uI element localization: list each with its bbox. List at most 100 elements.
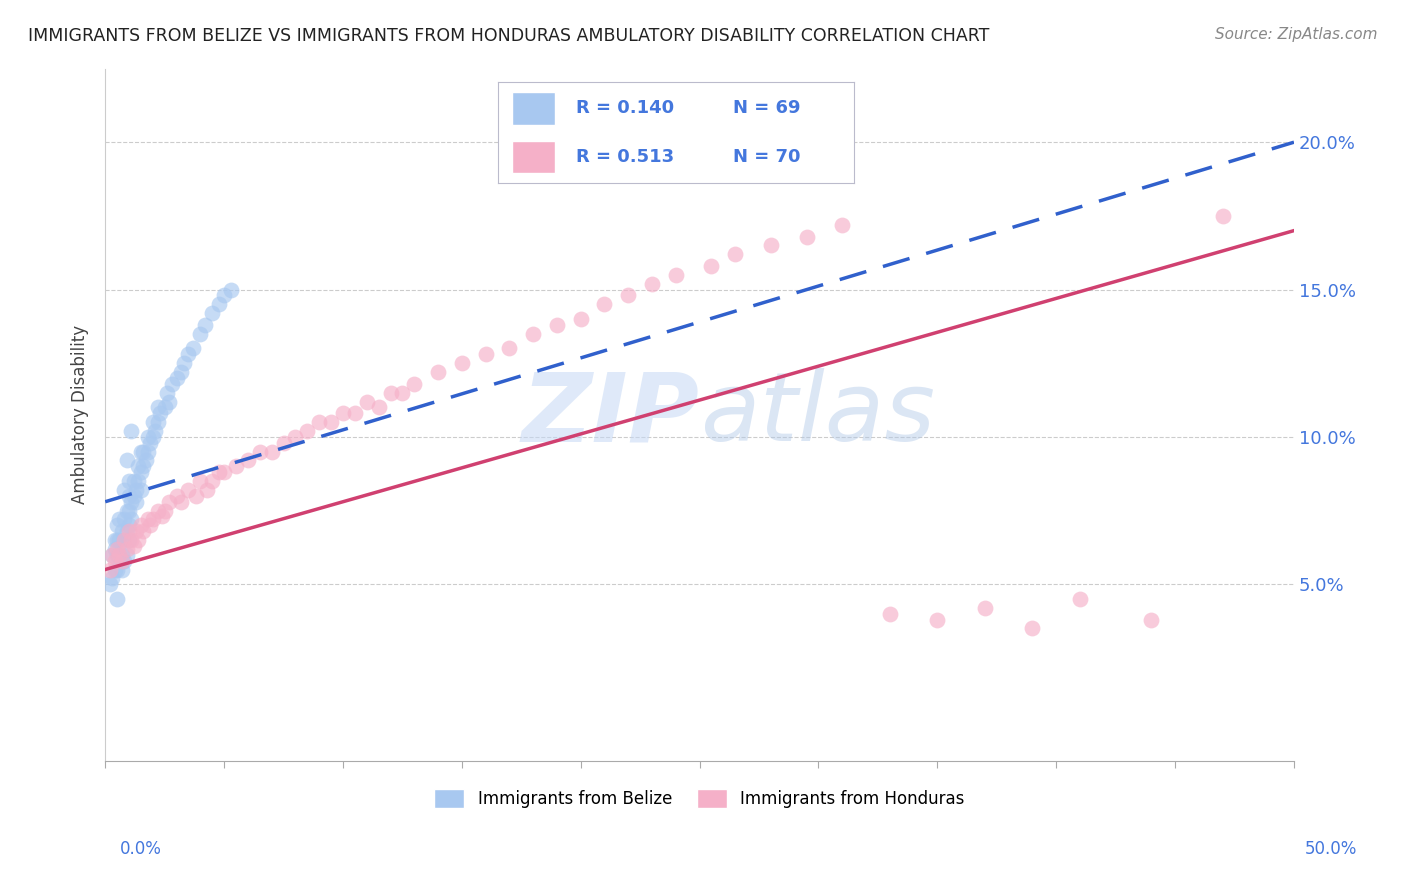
Point	[120, 512, 142, 526]
Point	[1021, 622, 1043, 636]
Point	[1140, 613, 1163, 627]
Point	[974, 600, 997, 615]
Point	[112, 483, 135, 497]
Point	[115, 503, 138, 517]
Point	[427, 365, 450, 379]
Point	[332, 406, 354, 420]
Point	[143, 424, 166, 438]
Point	[105, 533, 128, 547]
Text: Source: ZipAtlas.com: Source: ZipAtlas.com	[1215, 27, 1378, 42]
Point	[450, 356, 472, 370]
Point	[219, 283, 242, 297]
Point	[112, 512, 135, 526]
Point	[105, 548, 128, 562]
Point	[111, 562, 134, 576]
Point	[150, 509, 173, 524]
Point	[118, 533, 141, 547]
Point	[120, 494, 142, 508]
Point	[201, 474, 224, 488]
Point	[160, 376, 183, 391]
Point	[108, 512, 131, 526]
Point	[129, 444, 152, 458]
Point	[135, 453, 157, 467]
Point	[194, 318, 217, 332]
Point	[122, 539, 145, 553]
Point	[129, 518, 152, 533]
Point	[101, 548, 124, 562]
Point	[146, 503, 169, 517]
Point	[115, 548, 138, 562]
Point	[380, 385, 402, 400]
Point	[173, 356, 195, 370]
Point	[104, 541, 127, 556]
Point	[118, 518, 141, 533]
Text: IMMIGRANTS FROM BELIZE VS IMMIGRANTS FROM HONDURAS AMBULATORY DISABILITY CORRELA: IMMIGRANTS FROM BELIZE VS IMMIGRANTS FRO…	[28, 27, 990, 45]
Point	[546, 318, 568, 332]
Point	[308, 415, 330, 429]
Point	[125, 483, 148, 497]
Point	[156, 385, 179, 400]
Point	[188, 326, 211, 341]
Point	[184, 489, 207, 503]
Point	[136, 512, 159, 526]
Point	[391, 385, 413, 400]
Point	[404, 376, 426, 391]
Point	[104, 533, 127, 547]
Point	[641, 277, 664, 291]
Point	[101, 571, 124, 585]
Point	[104, 554, 127, 568]
Point	[139, 518, 162, 533]
Point	[112, 533, 135, 547]
Point	[665, 268, 688, 282]
Point	[208, 465, 231, 479]
Point	[98, 577, 121, 591]
Point	[129, 465, 152, 479]
Point	[236, 453, 259, 467]
Point	[115, 524, 138, 539]
Point	[181, 342, 204, 356]
Point	[118, 524, 141, 539]
Point	[208, 297, 231, 311]
Point	[367, 401, 389, 415]
Point	[125, 494, 148, 508]
Point	[498, 342, 520, 356]
Point	[153, 401, 176, 415]
Point	[831, 218, 853, 232]
Point	[112, 554, 135, 568]
Point	[170, 494, 193, 508]
Point	[249, 444, 271, 458]
Point	[700, 259, 723, 273]
Point	[170, 365, 193, 379]
Point	[142, 512, 165, 526]
Point	[759, 238, 782, 252]
Point	[142, 415, 165, 429]
Point	[153, 503, 176, 517]
Point	[98, 562, 121, 576]
Point	[115, 541, 138, 556]
Point	[111, 548, 134, 562]
Point	[522, 326, 544, 341]
Point	[212, 288, 235, 302]
Point	[319, 415, 342, 429]
Point	[343, 406, 366, 420]
Point	[356, 394, 378, 409]
Point	[474, 347, 496, 361]
Text: 50.0%: 50.0%	[1305, 840, 1357, 858]
Point	[105, 541, 128, 556]
Point	[115, 453, 138, 467]
Point	[796, 229, 818, 244]
Point	[128, 459, 150, 474]
Point	[1069, 592, 1091, 607]
Point	[927, 613, 949, 627]
Point	[132, 459, 155, 474]
Text: atlas: atlas	[700, 368, 935, 461]
Point	[273, 435, 295, 450]
Point	[139, 435, 162, 450]
Point	[157, 494, 180, 508]
Point	[212, 465, 235, 479]
Point	[593, 297, 616, 311]
Point	[105, 562, 128, 576]
Point	[177, 483, 200, 497]
Point	[105, 518, 128, 533]
Point	[104, 562, 127, 576]
